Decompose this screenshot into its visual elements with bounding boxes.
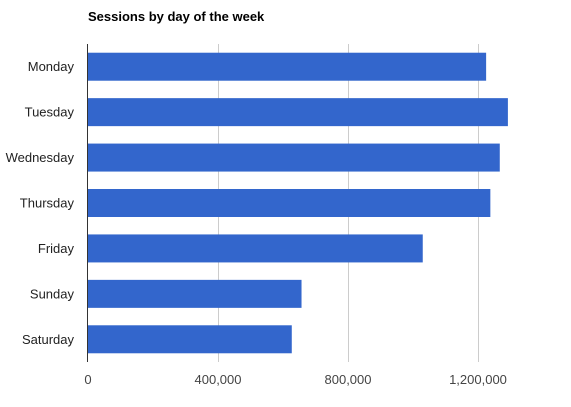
bar-tuesday[interactable]: [88, 98, 508, 127]
chart-title: Sessions by day of the week: [88, 9, 265, 24]
x-tick-label: 800,000: [325, 372, 372, 387]
category-label-monday: Monday: [28, 59, 75, 74]
category-label-friday: Friday: [38, 241, 75, 256]
category-labels: Monday Tuesday Wednesday Thursday Friday Sund…: [6, 59, 75, 347]
bar-saturday[interactable]: [88, 325, 292, 354]
category-label-wednesday: Wednesday: [6, 150, 75, 165]
bar-thursday[interactable]: [88, 189, 491, 217]
bar-wednesday[interactable]: [88, 143, 500, 172]
x-tick-label: 400,000: [195, 372, 242, 387]
x-axis-tick-labels: 0 400,000 800,000 1,200,000: [84, 372, 507, 387]
bar-friday[interactable]: [88, 234, 423, 263]
bars: [88, 52, 508, 354]
x-tick-label: 1,200,000: [449, 372, 507, 387]
bar-sunday[interactable]: [88, 279, 302, 308]
category-label-tuesday: Tuesday: [25, 105, 75, 120]
x-tick-label: 0: [84, 372, 91, 387]
bar-monday[interactable]: [88, 52, 487, 81]
category-label-saturday: Saturday: [22, 332, 75, 347]
category-label-thursday: Thursday: [20, 196, 75, 211]
category-label-sunday: Sunday: [30, 286, 75, 301]
